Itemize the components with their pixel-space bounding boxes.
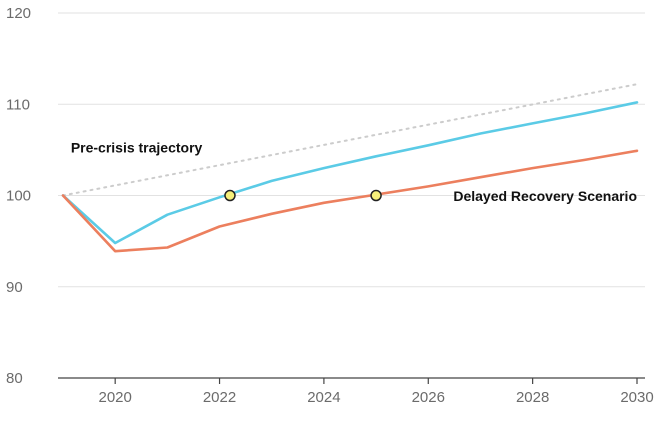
x-tick-label: 2020 (98, 389, 131, 406)
y-tick-label: 100 (6, 188, 31, 205)
annotation-delayed_label: Delayed Recovery Scenario (453, 188, 637, 204)
x-tick-label: 2026 (412, 389, 445, 406)
y-tick-label: 110 (6, 96, 30, 113)
series-line-blue (61, 101, 639, 245)
y-tick-label: 80 (6, 370, 23, 387)
axes: 80 90 100 110 120 2020 2022 2024 2026 2028 2030 (6, 5, 654, 406)
annotation-pre_crisis_label: Pre-crisis trajectory (71, 140, 203, 156)
markers (224, 189, 382, 202)
y-tick-label: 120 (6, 5, 31, 22)
x-tick-label: 2030 (620, 389, 653, 406)
x-tick-label: 2028 (516, 389, 549, 406)
series-lines (61, 83, 639, 253)
x-tick-label: 2022 (203, 389, 236, 406)
series-line-pre_crisis (62, 83, 638, 197)
grid-lines (58, 12, 645, 379)
data-marker (224, 189, 236, 202)
y-tick-label: 90 (6, 279, 23, 296)
series-line-orange (61, 149, 639, 253)
data-marker (370, 189, 382, 202)
x-tick-label: 2024 (307, 389, 340, 406)
annotations: Pre-crisis trajectory Delayed Recovery Sc… (71, 140, 637, 204)
